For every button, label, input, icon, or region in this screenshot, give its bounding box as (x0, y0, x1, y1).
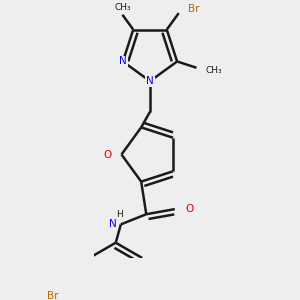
Text: H: H (116, 210, 123, 219)
Text: O: O (185, 204, 193, 214)
Text: N: N (146, 76, 154, 86)
Text: O: O (103, 149, 111, 160)
Text: N: N (109, 219, 117, 230)
Text: Br: Br (47, 291, 59, 300)
Text: Br: Br (188, 4, 200, 14)
Text: CH₃: CH₃ (114, 3, 131, 12)
Text: CH₃: CH₃ (206, 66, 222, 75)
Text: N: N (119, 56, 127, 67)
